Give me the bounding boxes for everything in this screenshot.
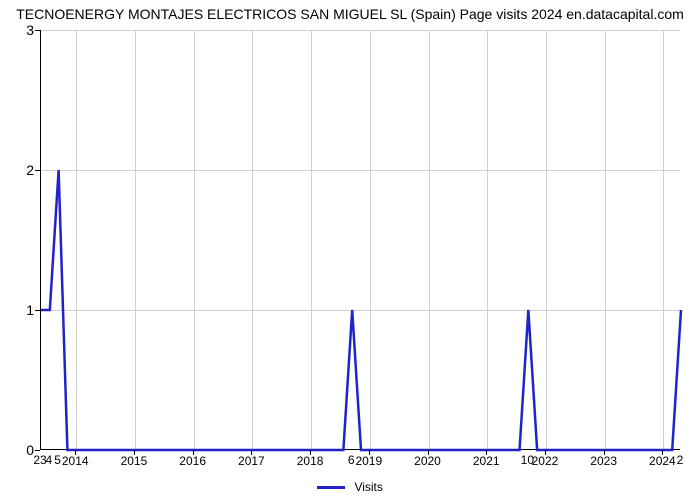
legend-label: Visits [354,480,382,494]
chart-container: TECNOENERGY MONTAJES ELECTRICOS SAN MIGU… [0,0,700,500]
y-tick-label: 3 [0,22,34,38]
line-series [41,30,681,450]
x-tick-label: 2018 [297,454,324,468]
y-tick-label: 0 [0,442,34,458]
y-tick-label: 1 [0,302,34,318]
legend-swatch [317,486,345,489]
x-tick-label: 2014 [62,454,89,468]
x-tick-label: 2024 [649,454,676,468]
x-tick-label: 2019 [355,454,382,468]
x-tick-label: 2015 [121,454,148,468]
x-tick-label: 2023 [590,454,617,468]
x-tick-label: 2020 [414,454,441,468]
y-tick-label: 2 [0,162,34,178]
value-label: 4 [45,453,52,467]
value-label: 10 [521,453,534,467]
x-tick-label: 2017 [238,454,265,468]
value-label: 2 [677,453,684,467]
x-tick-label: 2021 [473,454,500,468]
value-label: 6 [348,453,355,467]
x-tick-label: 2022 [532,454,559,468]
legend: Visits [0,480,700,494]
x-tick-label: 2016 [179,454,206,468]
plot-inner [40,30,680,450]
value-label: 5 [54,453,61,467]
plot-area [40,30,680,450]
chart-title: TECNOENERGY MONTAJES ELECTRICOS SAN MIGU… [0,6,700,22]
